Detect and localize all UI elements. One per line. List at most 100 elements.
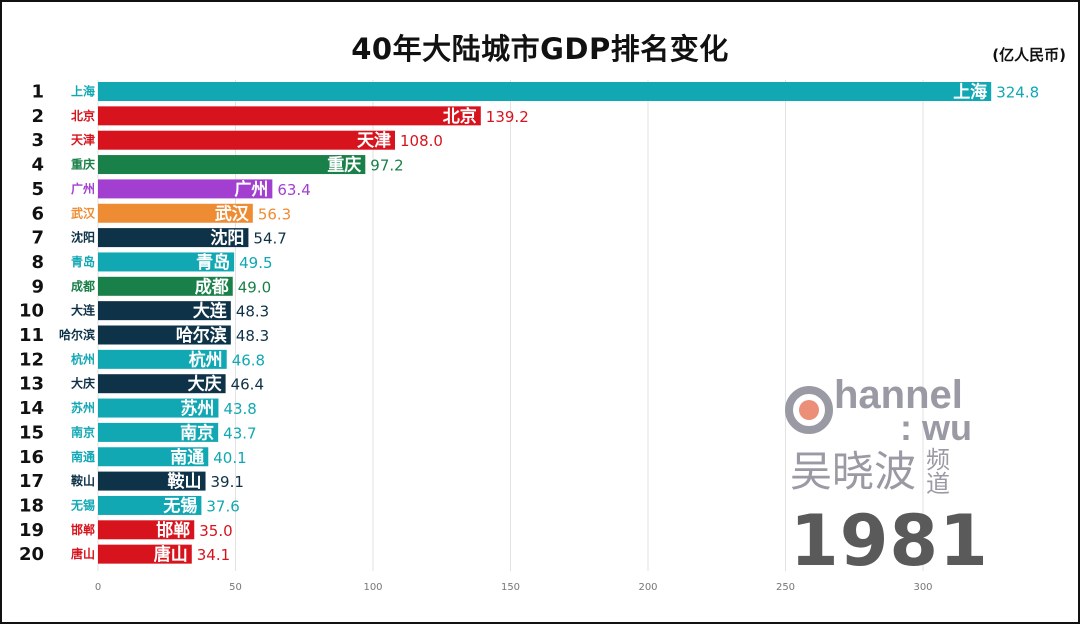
value-label: 324.8 [996, 84, 1039, 102]
bar [98, 276, 233, 296]
bar-inner-label: 南通 [170, 447, 204, 468]
x-tick-label: 100 [363, 582, 382, 593]
rank-label: 18 [19, 495, 44, 516]
bar-inner-label: 重庆 [327, 155, 361, 176]
rank-label: 9 [31, 276, 44, 297]
bar [98, 228, 249, 248]
rank-label: 10 [19, 301, 44, 322]
value-label: 97.2 [370, 157, 403, 175]
bar-inner-label: 广州 [234, 179, 268, 200]
city-label: 青岛 [71, 254, 95, 269]
rank-label: 20 [19, 544, 44, 565]
bar [98, 374, 226, 394]
value-label: 56.3 [258, 205, 291, 223]
logo-channel-text: hannel [834, 373, 963, 417]
bar [98, 203, 253, 223]
x-tick-label: 200 [638, 582, 657, 593]
city-label: 大连 [71, 303, 96, 318]
bar-inner-label: 哈尔滨 [176, 325, 227, 346]
city-label: 苏州 [71, 400, 95, 415]
bar [98, 155, 366, 175]
logo-ring-icon [785, 386, 833, 434]
rank-label: 16 [19, 447, 44, 468]
value-label: 48.3 [236, 303, 269, 321]
logo-cn-name: 吴晓波 [790, 447, 916, 496]
bar-inner-label: 鞍山 [168, 471, 202, 492]
rank-label: 15 [19, 422, 44, 443]
year-label: 1981 [790, 500, 989, 582]
bar-inner-label: 杭州 [189, 349, 223, 370]
rank-label: 14 [19, 398, 44, 419]
unit-label: (亿人民币) [992, 46, 1066, 64]
rank-label: 8 [31, 252, 44, 273]
rank-label: 3 [31, 130, 44, 151]
bar [98, 349, 227, 369]
city-label: 哈尔滨 [59, 327, 95, 342]
bar-inner-label: 上海 [953, 82, 987, 103]
bar-inner-label: 沈阳 [210, 228, 244, 249]
value-label: 46.4 [231, 376, 264, 394]
bar-inner-label: 邯郸 [156, 520, 190, 541]
value-label: 34.1 [197, 546, 230, 564]
bar [98, 179, 273, 199]
rank-label: 19 [19, 520, 44, 541]
bar [98, 398, 219, 418]
bar [98, 130, 395, 150]
value-label: 39.1 [211, 473, 244, 491]
x-tick-label: 0 [95, 582, 101, 593]
rank-label: 5 [31, 179, 44, 200]
rank-label: 12 [19, 349, 44, 370]
bar [98, 82, 992, 101]
city-label: 成都 [71, 278, 95, 293]
value-label: 48.3 [236, 327, 269, 345]
bar-inner-label: 武汉 [215, 203, 250, 224]
rank-label: 6 [31, 203, 44, 224]
bar-inner-label: 大庆 [188, 374, 222, 395]
rank-label: 2 [31, 106, 44, 127]
city-label: 沈阳 [71, 230, 95, 245]
city-label: 广州 [71, 181, 95, 196]
bar [98, 325, 231, 345]
city-label: 南通 [71, 449, 95, 464]
city-label: 鞍山 [71, 473, 95, 488]
logo-dot-icon [799, 400, 819, 420]
x-tick-label: 300 [913, 582, 932, 593]
bar [98, 252, 235, 272]
value-label: 54.7 [253, 230, 286, 248]
bar [98, 520, 195, 540]
bar [98, 544, 192, 564]
logo-cn-suffix-2: 道 [926, 470, 950, 498]
value-label: 49.0 [238, 278, 271, 296]
city-label: 武汉 [71, 205, 96, 220]
city-label: 杭州 [71, 351, 95, 366]
city-label: 大庆 [71, 376, 95, 391]
bar-inner-label: 青岛 [196, 252, 230, 273]
value-label: 43.8 [223, 400, 256, 418]
rank-label: 1 [31, 82, 44, 103]
city-label: 天津 [71, 132, 95, 147]
chart-title: 40年大陆城市GDP排名变化 [351, 32, 729, 66]
value-label: 49.5 [239, 254, 272, 272]
city-label: 重庆 [71, 157, 95, 172]
city-label: 无锡 [70, 497, 95, 512]
rank-label: 13 [19, 374, 44, 395]
bar-inner-label: 天津 [357, 130, 391, 151]
x-tick-label: 150 [501, 582, 520, 593]
value-label: 139.2 [486, 108, 529, 126]
value-label: 37.6 [206, 497, 239, 515]
bar-inner-label: 无锡 [162, 495, 197, 516]
bar [98, 422, 219, 442]
city-label: 北京 [71, 108, 95, 123]
value-label: 63.4 [277, 181, 310, 199]
rank-label: 17 [19, 471, 44, 492]
bar-inner-label: 成都 [195, 276, 229, 297]
rank-label: 4 [31, 155, 44, 176]
value-label: 43.7 [223, 424, 256, 442]
value-label: 35.0 [199, 522, 232, 540]
bar [98, 495, 202, 515]
bar [98, 471, 206, 491]
bar-inner-label: 北京 [443, 106, 477, 127]
value-label: 40.1 [213, 449, 246, 467]
bar-inner-label: 南京 [180, 422, 214, 443]
